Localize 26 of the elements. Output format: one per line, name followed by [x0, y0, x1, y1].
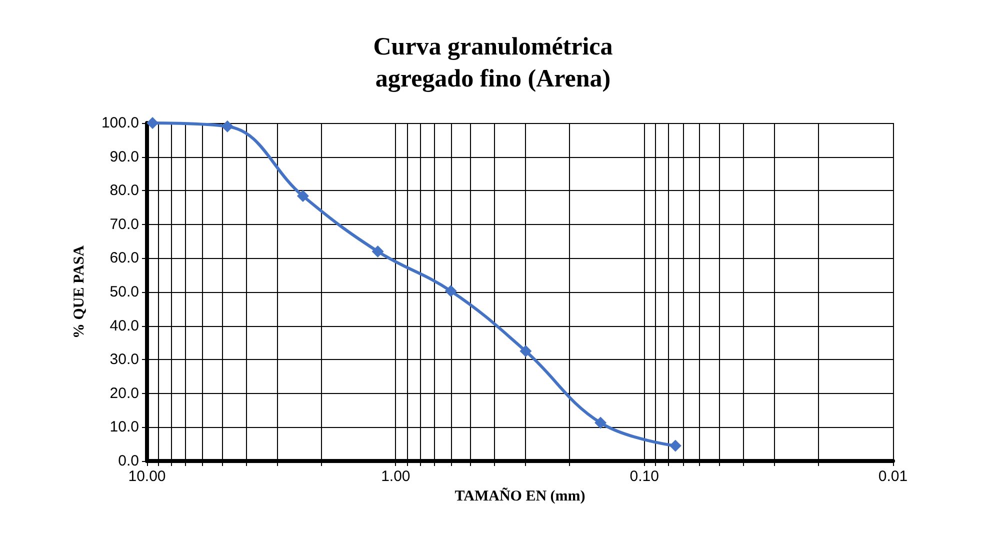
y-tick-label: 70.0: [110, 216, 139, 233]
y-tick-label: 100.0: [101, 114, 139, 132]
y-tick-label: 90.0: [110, 148, 139, 166]
x-tick-label: 0.01: [878, 468, 908, 485]
y-tick-label: 30.0: [110, 351, 139, 368]
chart-title: Curva granulométrica agregado fino (Arena): [373, 34, 614, 92]
point: [444, 284, 457, 297]
y-tick-label: 20.0: [110, 384, 139, 402]
y-axis-title: % QUE PASA: [72, 245, 88, 339]
y-tick-label: 80.0: [110, 182, 139, 200]
point: [594, 416, 607, 429]
y-tick-label: 60.0: [110, 250, 139, 267]
y-tick-label: 0.0: [118, 452, 139, 470]
point: [520, 345, 532, 358]
y-tick-label: 50.0: [110, 284, 139, 300]
point: [296, 190, 309, 202]
x-tick-label: 1.00: [381, 468, 410, 485]
point: [372, 245, 384, 258]
x-axis-title: TAMAÑO EN (mm): [454, 487, 586, 504]
point: [669, 440, 682, 452]
y-tick-label: 10.0: [110, 418, 139, 436]
x-tick-label: 10.00: [128, 468, 166, 485]
y-tick-label: 40.0: [110, 317, 139, 334]
point: [221, 120, 234, 132]
point: [146, 117, 159, 129]
x-tick-label: 0.10: [630, 468, 659, 485]
